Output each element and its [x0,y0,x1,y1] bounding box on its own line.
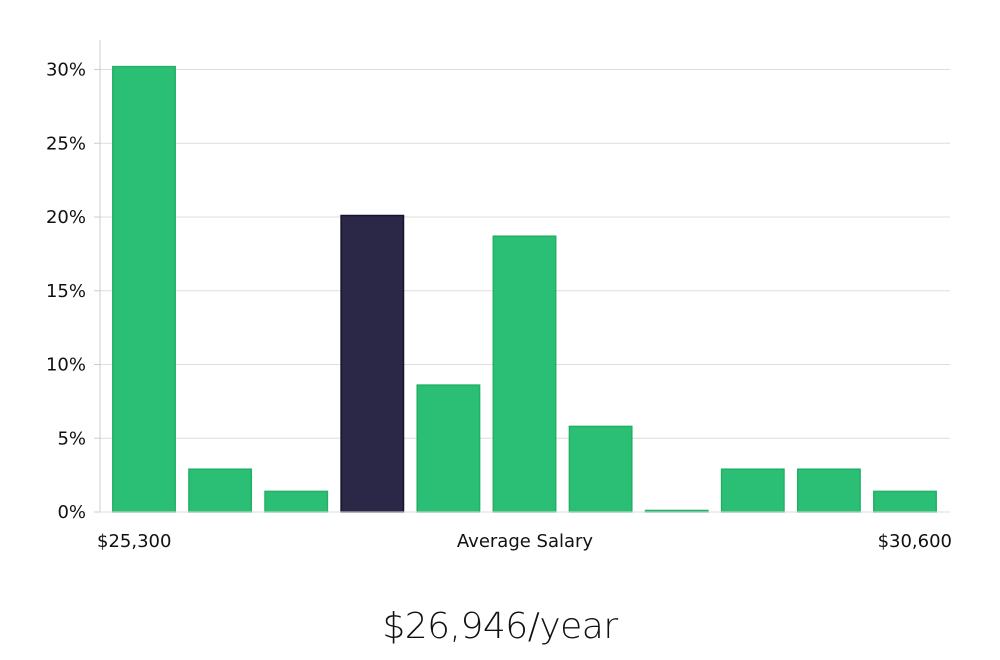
histogram-bar [492,235,557,513]
y-axis-tick-labels: 0% 5% 10% 15% 20% 25% 30% [46,60,86,524]
histogram-bar [264,490,329,513]
y-tick-label: 20% [46,207,86,228]
histogram-bar [112,65,176,513]
y-tick-label: 15% [46,281,86,302]
x-axis-title: Average Salary [457,531,594,552]
y-tick-label: 25% [46,133,86,154]
y-tick-label: 10% [46,355,86,376]
histogram-bar [188,468,253,513]
x-axis-max-label: $30,600 [878,531,952,552]
y-tick-label: 0% [57,502,86,523]
y-tick-label: 5% [57,428,86,449]
salary-histogram-chart: 0% 5% 10% 15% 20% 25% 30% $25,300 Average Sala… [46,40,952,552]
y-tick-label: 30% [46,60,86,81]
histogram-bar [416,384,481,513]
histogram-bar [568,425,633,513]
histogram-bar [720,468,785,513]
histogram-bar-highlighted [340,214,405,513]
histogram-bar [796,468,861,513]
x-axis-min-label: $25,300 [97,531,171,552]
bars [112,65,937,513]
average-salary-value: $26,946/year [382,606,618,647]
histogram-bar [873,490,937,513]
